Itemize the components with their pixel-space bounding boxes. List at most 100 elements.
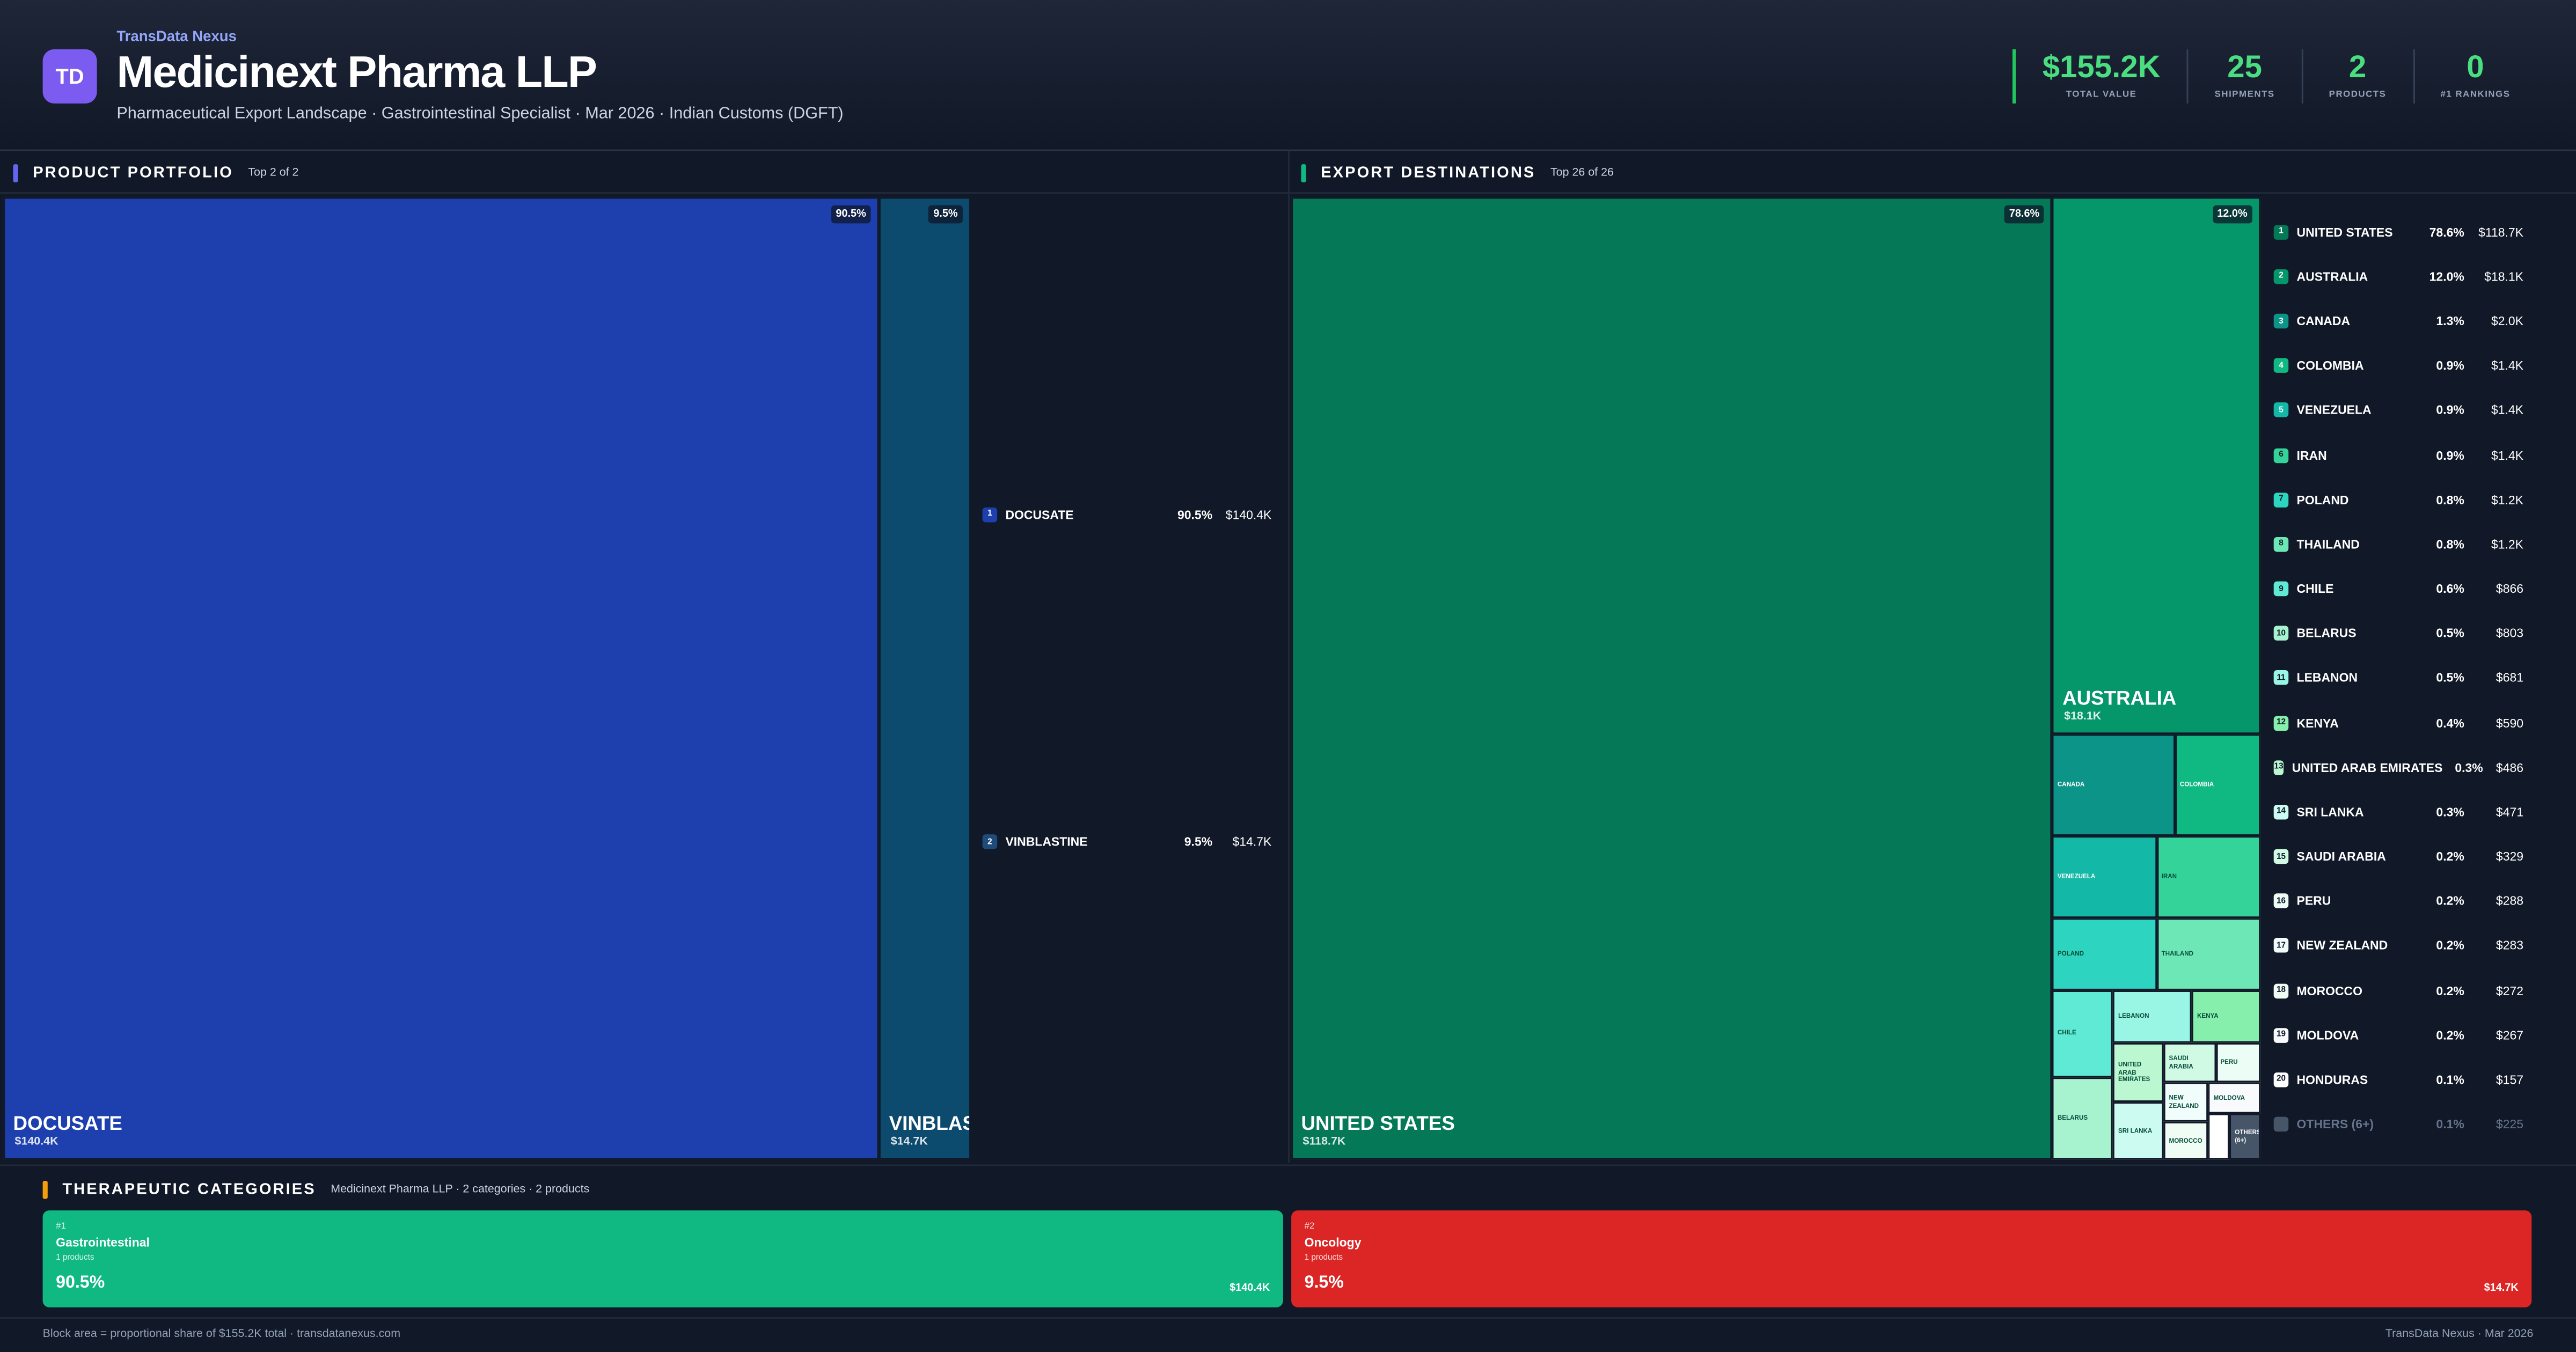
tile-value: $14.7K	[890, 1136, 928, 1148]
list-row: 2 VINBLASTINE 9.5% $14.7K	[982, 832, 1271, 852]
tile-name: SAUDI ARABIA	[2169, 1055, 2193, 1070]
kpi: 2 PRODUCTS	[2303, 49, 2414, 104]
list-value: $225	[2496, 1116, 2524, 1132]
tile-value: $140.4K	[14, 1136, 58, 1148]
rank-badge: 5	[2273, 403, 2289, 418]
tile-name: BELARUS	[2057, 1115, 2088, 1122]
footer: Block area = proportional share of $155.…	[0, 1317, 2576, 1351]
tile-badge: 9.5%	[928, 205, 963, 224]
list-share: 0.8%	[2436, 492, 2464, 508]
tile-name: CANADA	[2057, 781, 2085, 788]
rank-badge: 7	[2273, 492, 2289, 508]
rank-badge: 8	[2273, 537, 2289, 552]
tile-name: POLAND	[2057, 950, 2084, 957]
tile-name: VENEZUELA	[2057, 873, 2096, 880]
treemap-tile: SAUDI ARABIA	[2164, 1043, 2216, 1083]
category-name: Gastrointestinal	[56, 1235, 150, 1250]
list-value: $267	[2496, 1027, 2524, 1043]
tile-name: AUSTRALIA	[2062, 687, 2177, 710]
kpi: 25 SHIPMENTS	[2189, 49, 2303, 104]
treemap-tile: NEW ZEALAND	[2164, 1082, 2209, 1122]
list-value: $18.1K	[2484, 269, 2524, 284]
tile-badge: 78.6%	[2004, 205, 2045, 224]
tile-name: LEBANON	[2118, 1012, 2149, 1019]
list-row: 16 PERU 0.2% $288	[2273, 891, 2523, 911]
list-name: MOROCCO	[2296, 983, 2363, 998]
tile-name: NEW ZEALAND	[2169, 1094, 2199, 1109]
treemap-tile: VENEZUELA	[2052, 835, 2157, 919]
tile-name: PERU	[2220, 1059, 2238, 1066]
treemap-tile: MOROCCO	[2164, 1121, 2209, 1160]
rank-badge: 1	[982, 507, 998, 522]
treemap-tile: IRAN	[2156, 835, 2261, 919]
brand: TransData Nexus	[116, 28, 237, 45]
accent-bar	[1301, 163, 1306, 182]
tile-name: COLOMBIA	[2179, 781, 2214, 788]
list-value: $329	[2496, 849, 2524, 864]
tile-value: $18.1K	[2064, 711, 2102, 723]
list-name: KENYA	[2296, 715, 2339, 730]
kpi-label: #1 RANKINGS	[2440, 90, 2511, 100]
logo: TD	[42, 49, 97, 104]
list-value: $140.4K	[1225, 507, 1272, 522]
list-row: 12 KENYA 0.4% $590	[2273, 713, 2524, 733]
category-products: 1 products	[56, 1253, 94, 1263]
treemap-tile: KENYA	[2192, 989, 2261, 1044]
section-title: PRODUCT PORTFOLIO	[33, 163, 233, 182]
rank-badge: 15	[2273, 849, 2289, 864]
list-value: $1.4K	[2491, 358, 2524, 373]
list-row: 1 UNITED STATES 78.6% $118.7K	[2273, 222, 2523, 242]
rank-badge: 17	[2273, 938, 2289, 953]
rank-badge	[2273, 1116, 2289, 1132]
treemap-tile: PERU	[2215, 1043, 2261, 1083]
treemap-tile: MOLDOVA	[2208, 1082, 2261, 1114]
category-rank: #1	[56, 1222, 66, 1232]
rank-badge: 18	[2273, 983, 2289, 998]
list-share: 0.9%	[2436, 358, 2464, 373]
list-share: 12.0%	[2429, 269, 2464, 284]
rank-badge: 14	[2273, 804, 2289, 820]
list-share: 0.8%	[2436, 537, 2464, 552]
tile-name: UNITED STATES	[1301, 1112, 1455, 1135]
list-value: $590	[2496, 715, 2524, 730]
list-name: POLAND	[2296, 492, 2349, 508]
divider	[0, 192, 2576, 194]
tile-name: UNITED ARAB EMIRATES	[2118, 1061, 2150, 1083]
ranking-list: 1 UNITED STATES 78.6% $118.7K 2 AUSTRALIA 12.0…	[2273, 197, 2524, 1159]
list-name: PERU	[2296, 894, 2331, 909]
category-name: Oncology	[1304, 1235, 1362, 1250]
tile-badge: 90.5%	[831, 205, 871, 224]
tile-badge: 12.0%	[2212, 205, 2252, 224]
list-value: $1.4K	[2491, 403, 2524, 418]
ranking-list: 1 DOCUSATE 90.5% $140.4K 2 VINBLASTINE 9.5% $14…	[982, 197, 1272, 1159]
list-row: 15 SAUDI ARABIA 0.2% $329	[2273, 847, 2524, 866]
list-share: 0.2%	[2436, 1027, 2464, 1043]
treemap-tile: THAILAND	[2156, 918, 2261, 990]
rank-badge: 20	[2273, 1072, 2289, 1088]
list-row: 11 LEBANON 0.5% $681	[2273, 668, 2523, 688]
rank-badge: 13	[2273, 760, 2284, 775]
list-name: VENEZUELA	[2296, 403, 2372, 418]
rank-badge: 9	[2273, 581, 2289, 597]
divider	[0, 1164, 2576, 1166]
footer-right: TransData Nexus · Mar 2026	[2385, 1328, 2534, 1340]
list-share: 0.5%	[2436, 671, 2464, 686]
treemap-tile: LEBANON	[2113, 989, 2192, 1044]
section-header: PRODUCT PORTFOLIO Top 2 of 2	[13, 163, 298, 182]
list-share: 1.3%	[2436, 313, 2464, 329]
list-value: $1.4K	[2491, 447, 2524, 462]
kpi-label: TOTAL VALUE	[2066, 90, 2137, 100]
list-name: VINBLASTINE	[1005, 834, 1088, 850]
list-row: 10 BELARUS 0.5% $803	[2273, 623, 2523, 643]
rank-badge: 4	[2273, 358, 2289, 373]
category-card: #2 Oncology 1 products 9.5% $14.7K	[1291, 1210, 2532, 1307]
treemap-tile: 78.6% UNITED STATES $118.7K	[1291, 197, 2053, 1160]
list-value: $157	[2496, 1072, 2524, 1088]
tile-name: CHILE	[2057, 1030, 2076, 1037]
tile-name: MOROCCO	[2169, 1137, 2202, 1144]
footer-left: Block area = proportional share of $155.…	[42, 1328, 401, 1340]
list-row: 4 COLOMBIA 0.9% $1.4K	[2273, 356, 2524, 376]
rank-badge: 10	[2273, 626, 2289, 641]
list-name: SRI LANKA	[2296, 804, 2364, 820]
